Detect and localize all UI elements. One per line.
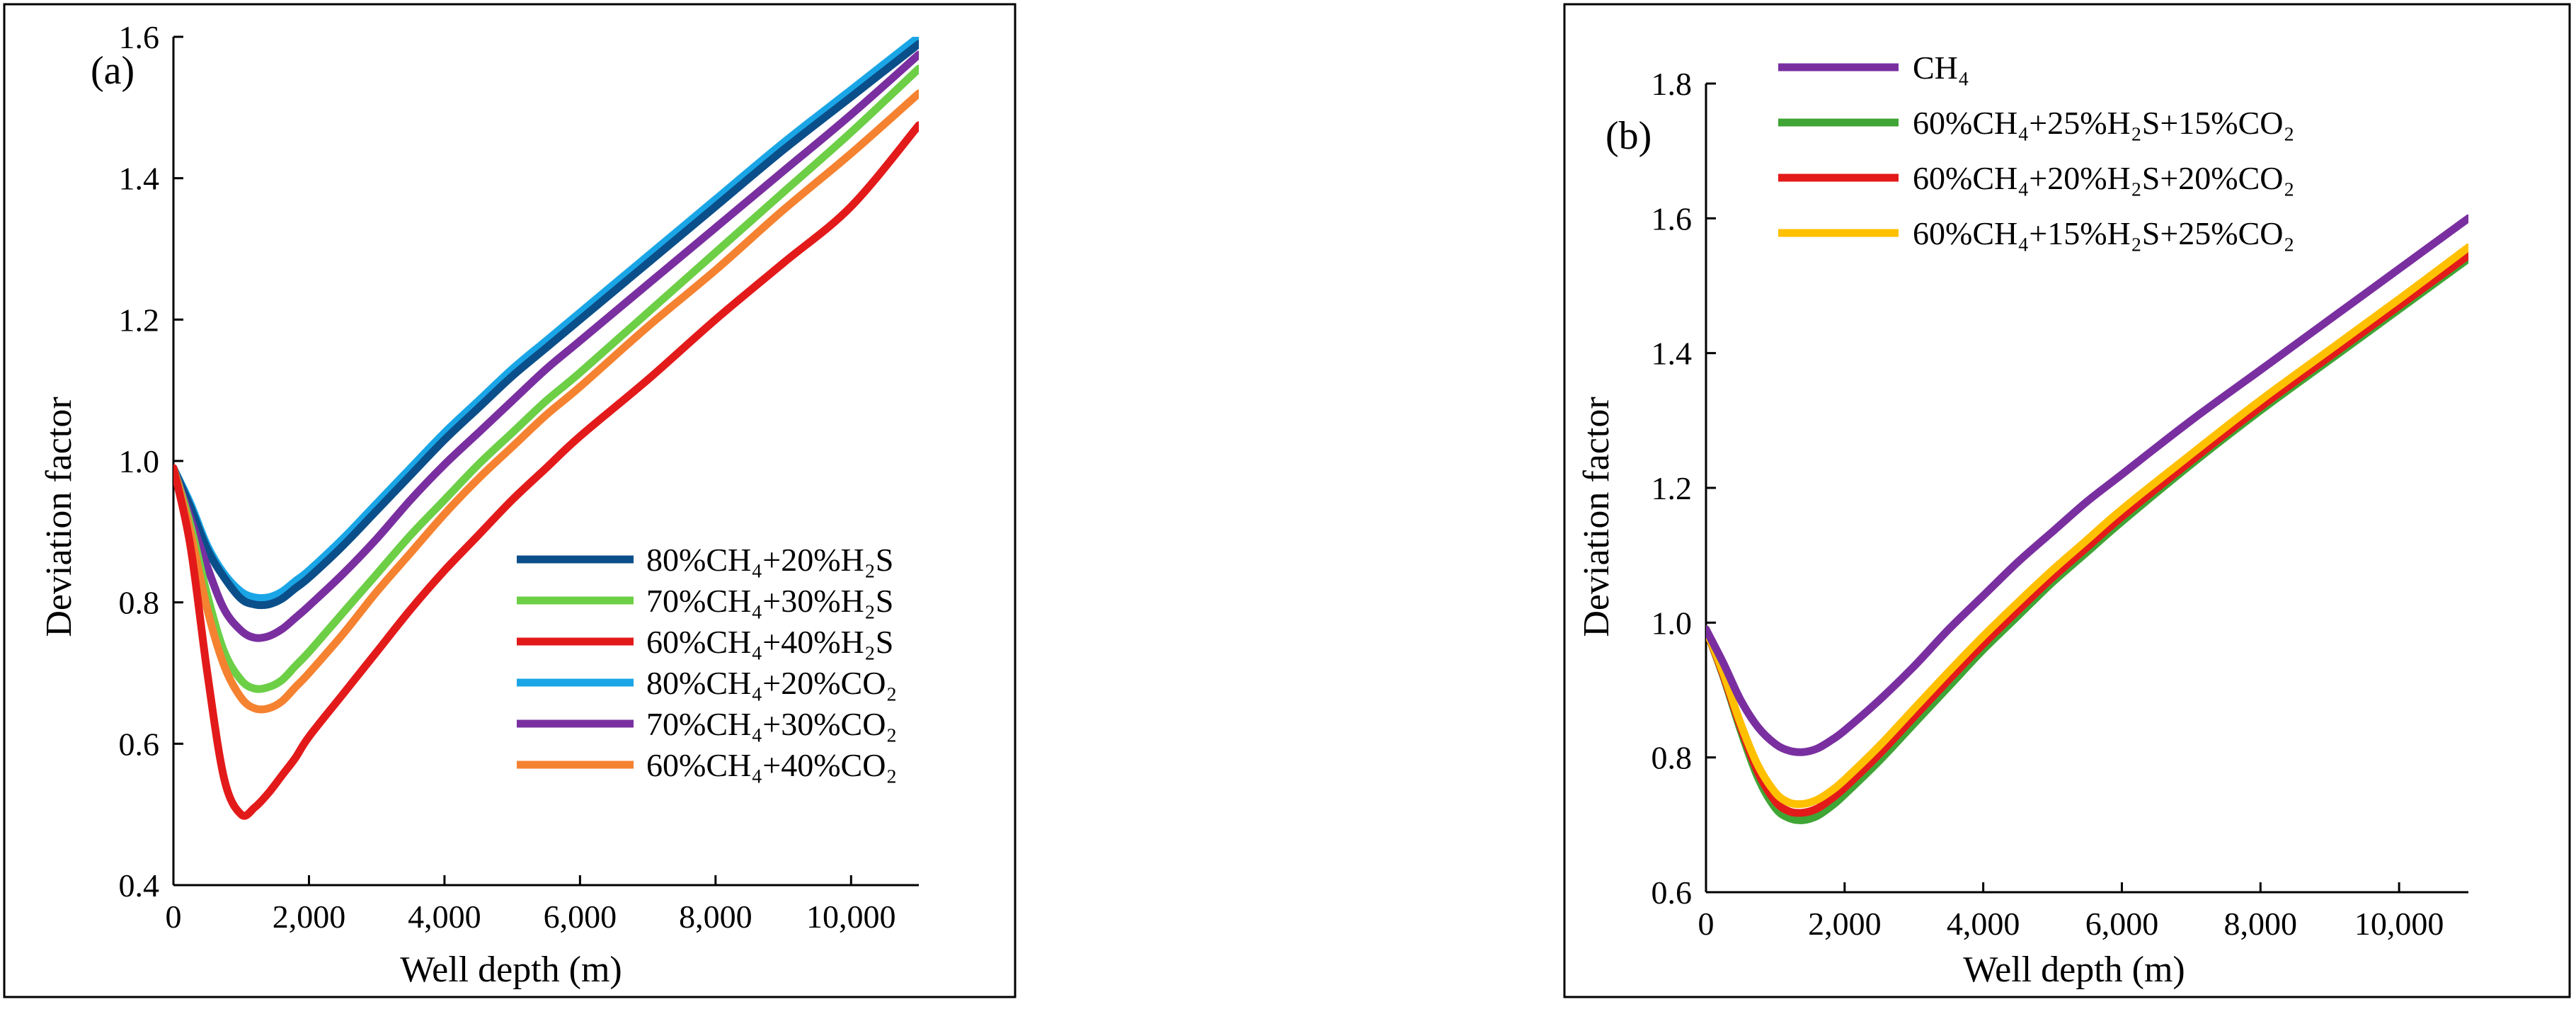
panel-b-x-tick-label: 4,000	[1947, 906, 2020, 942]
panel-b-y-tick-label: 1.4	[1651, 336, 1693, 372]
panel-a-series-line	[173, 50, 919, 642]
panel-b-x-tick-label: 2,000	[1808, 906, 1882, 942]
panel-b-legend-label: CH₄	[1913, 50, 1969, 86]
panel-a-y-tick-label: 1.6	[119, 19, 160, 55]
panel-a-plot-area: 0.4 0.6 0.8 1.0 1.2 1.4 1.6 0 2,000 4,000 6,000 8,0…	[119, 19, 919, 935]
panel-a: 0.4 0.6 0.8 1.0 1.2 1.4 1.6 0 2,000 4,000 6,000 8,0…	[3, 3, 1017, 998]
panel-a-x-tick-label: 4,000	[408, 899, 481, 935]
panel-b-x-axis-title: Well depth (m)	[1963, 950, 2185, 990]
panel-b-x-tick-label: 6,000	[2085, 906, 2159, 942]
panel-a-y-tick-label: 1.2	[119, 302, 160, 338]
panel-a-y-tick-label: 0.8	[119, 585, 160, 621]
panel-a-label: (a)	[91, 49, 134, 93]
panel-a-frame	[3, 3, 1017, 998]
panel-a-series-line	[173, 40, 919, 610]
panel-b-y-tick-label: 0.8	[1651, 740, 1693, 776]
panel-a-series-line	[173, 89, 919, 714]
panel-b-series-line	[1706, 251, 2468, 817]
panel-b-y-tick-label: 1.0	[1651, 605, 1693, 641]
panel-a-x-tick-label: 0	[166, 899, 182, 935]
panel-b-series-line	[1706, 214, 2468, 756]
panel-b-label: (b)	[1605, 114, 1651, 158]
panel-b: 0.6 0.8 1.0 1.2 1.4 1.6 1.8 0 2,000 4,000 6,000 8,0…	[1563, 3, 2571, 998]
panel-b-y-tick-label: 1.6	[1651, 200, 1693, 237]
panel-b-legend-label: 60%CH₄+20%H₂S+20%CO₂	[1913, 160, 2295, 196]
panel-b-legend: CH₄ 60%CH₄+25%H₂S+15%CO₂ 60%CH₄+20%H₂S+20%…	[1778, 50, 2295, 251]
panel-a-legend-label: 70%CH₄+30%H₂S	[646, 583, 893, 619]
panel-a-legend-label: 80%CH₄+20%H₂S	[646, 542, 893, 578]
panel-b-x-tick-label: 8,000	[2224, 906, 2298, 942]
panel-a-x-tick-label: 10,000	[806, 899, 896, 935]
panel-a-x-axis-title: Well depth (m)	[400, 950, 622, 990]
panel-a-legend-label: 60%CH₄+40%H₂S	[646, 624, 893, 660]
panel-b-series-line	[1706, 243, 2468, 809]
panel-a-series-line	[173, 121, 919, 820]
panel-a-series-line	[173, 37, 919, 603]
panel-b-legend-label: 60%CH₄+15%H₂S+25%CO₂	[1913, 215, 2295, 251]
panel-a-x-tick-label: 6,000	[544, 899, 617, 935]
panel-a-legend-label: 60%CH₄+40%CO₂	[646, 747, 897, 783]
panel-a-x-tick-label: 8,000	[679, 899, 752, 935]
panel-a-y-tick-label: 1.0	[119, 443, 160, 479]
panel-a-legend: 80%CH₄+20%H₂S 70%CH₄+30%H₂S 60%CH₄+40%H₂S 8…	[517, 542, 897, 783]
panel-a-y-tick-label: 0.6	[119, 726, 160, 762]
panel-a-y-tick-label: 1.4	[119, 161, 160, 197]
panel-b-x-tick-label: 0	[1698, 906, 1715, 942]
panel-a-legend-label: 80%CH₄+20%CO₂	[646, 665, 897, 701]
panel-b-y-tick-label: 0.6	[1651, 875, 1693, 911]
panel-a-y-axis-title: Deviation factor	[39, 397, 79, 637]
panel-b-y-tick-label: 1.8	[1651, 66, 1693, 102]
panel-b-y-tick-label: 1.2	[1651, 470, 1693, 506]
panel-a-x-tick-label: 2,000	[273, 899, 346, 935]
panel-a-y-tick-label: 0.4	[119, 867, 160, 904]
panel-b-frame	[1563, 3, 2571, 998]
panel-a-series-line	[173, 64, 919, 693]
panel-a-legend-label: 70%CH₄+30%CO₂	[646, 706, 897, 742]
panel-b-y-axis-title: Deviation factor	[1576, 397, 1617, 637]
panel-b-x-tick-label: 10,000	[2354, 906, 2444, 942]
panel-b-legend-label: 60%CH₄+25%H₂S+15%CO₂	[1913, 105, 2295, 141]
panel-b-plot-area: 0.6 0.8 1.0 1.2 1.4 1.6 1.8 0 2,000 4,000 6,000 8,0…	[1651, 50, 2468, 942]
